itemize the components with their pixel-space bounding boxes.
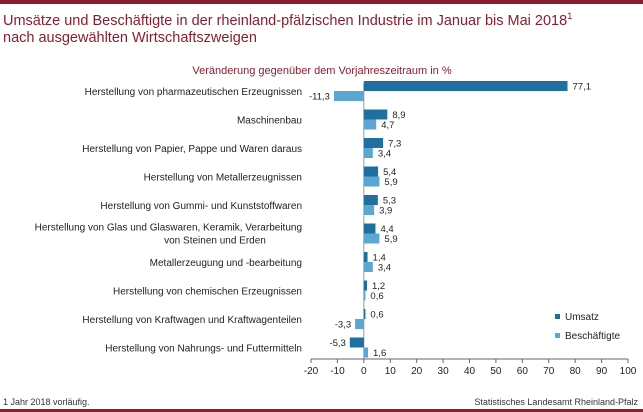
x-tick-label: 40	[464, 366, 476, 377]
category-label: Herstellung von Gummi- und Kunststoffwar…	[100, 201, 302, 212]
x-tick-label: 90	[596, 366, 608, 377]
x-tick-label: -20	[304, 366, 319, 377]
category-label: Herstellung von Papier, Pappe und Waren …	[82, 144, 302, 155]
data-label: 1,6	[373, 348, 386, 359]
bar-beschaeftigte	[363, 148, 373, 158]
chart-subtitle: Veränderung gegenüber dem Vorjahreszeitr…	[192, 65, 451, 77]
legend-label-umsatz: Umsatz	[565, 312, 599, 323]
data-label: -11,3	[309, 92, 330, 103]
title-footnote-marker: 1	[567, 11, 573, 21]
category-label: Herstellung von Kraftwagen und Kraftwage…	[82, 315, 302, 326]
bar-beschaeftigte	[363, 233, 380, 244]
category-label: Herstellung von pharmazeutischen Erzeugn…	[85, 87, 302, 98]
category-label: Herstellung von chemischen Erzeugnissen	[113, 287, 302, 298]
x-tick-label: 100	[620, 366, 637, 377]
x-tick-label: -10	[330, 366, 345, 377]
data-label: 0,6	[370, 310, 383, 321]
data-label: 5,9	[384, 234, 397, 245]
bar-umsatz	[363, 195, 378, 205]
title-line-1: Umsätze und Beschäftigte in der rheinlan…	[3, 12, 568, 29]
bar-umsatz	[363, 138, 384, 148]
x-tick-label: 60	[517, 366, 529, 377]
x-tick-label: 80	[570, 366, 582, 377]
bar-umsatz	[349, 337, 364, 348]
bottom-accent-line	[0, 409, 643, 412]
bar-beschaeftigte	[363, 347, 369, 358]
x-tick-label: 20	[411, 366, 423, 377]
data-label: 5,3	[383, 196, 396, 207]
data-label: -3,3	[335, 320, 351, 331]
legend-label-beschaeftigte: Beschäftigte	[565, 331, 620, 342]
data-label: 3,4	[378, 149, 391, 160]
bar-umsatz	[363, 280, 368, 291]
category-label: Maschinenbau	[237, 116, 302, 127]
category-label: von Steinen und Erden	[164, 236, 266, 247]
data-label: -5,3	[329, 338, 345, 349]
top-accent-line	[0, 0, 643, 4]
footnote: 1 Jahr 2018 vorläufig.	[3, 397, 90, 407]
data-label: 4,7	[381, 120, 394, 131]
data-label: 3,4	[378, 263, 391, 274]
data-label: 1,4	[373, 253, 386, 264]
category-label: Herstellung von Nahrungs- und Futtermitt…	[105, 344, 302, 355]
legend-swatch-beschaeftigte	[555, 333, 560, 338]
x-tick-label: 70	[543, 366, 555, 377]
category-label: Herstellung von Metallerzeugnissen	[144, 173, 302, 184]
x-tick-label: 10	[385, 366, 397, 377]
bar-beschaeftigte	[363, 205, 375, 215]
category-label: Herstellung von Glas und Glaswaren, Kera…	[35, 223, 302, 234]
bar-umsatz	[363, 223, 376, 234]
bar-beschaeftigte	[363, 262, 373, 272]
title-line-2: nach ausgewählten Wirtschaftszweigen	[3, 29, 257, 46]
bar-umsatz	[363, 166, 379, 177]
data-label: 1,2	[372, 281, 385, 292]
chart-title: Umsätze und Beschäftigte in der rheinlan…	[3, 8, 633, 47]
x-tick-label: 0	[361, 366, 367, 377]
data-label: 8,9	[392, 110, 405, 121]
x-tick-label: 50	[490, 366, 502, 377]
x-tick-label: 30	[438, 366, 450, 377]
bar-beschaeftigte	[355, 319, 364, 329]
bar-beschaeftigte	[363, 176, 380, 187]
data-label: 5,4	[383, 167, 396, 178]
data-label: 7,3	[388, 139, 401, 150]
data-label: 5,9	[384, 177, 397, 188]
data-label: 77,1	[573, 82, 592, 93]
bar-umsatz	[363, 252, 368, 262]
bar-umsatz	[363, 309, 366, 319]
data-label: 0,6	[370, 291, 383, 302]
data-label: 4,4	[380, 224, 393, 235]
bar-beschaeftigte	[363, 290, 366, 301]
bar-umsatz	[363, 109, 388, 120]
bar-umsatz	[363, 81, 568, 91]
data-label: 3,9	[379, 206, 392, 217]
source-note: Statistisches Landesamt Rheinland-Pfalz	[474, 397, 638, 407]
legend-swatch-umsatz	[555, 314, 560, 319]
bar-beschaeftigte	[333, 91, 364, 101]
category-label: Metallerzeugung und -bearbeitung	[150, 258, 302, 269]
bar-beschaeftigte	[363, 119, 377, 130]
